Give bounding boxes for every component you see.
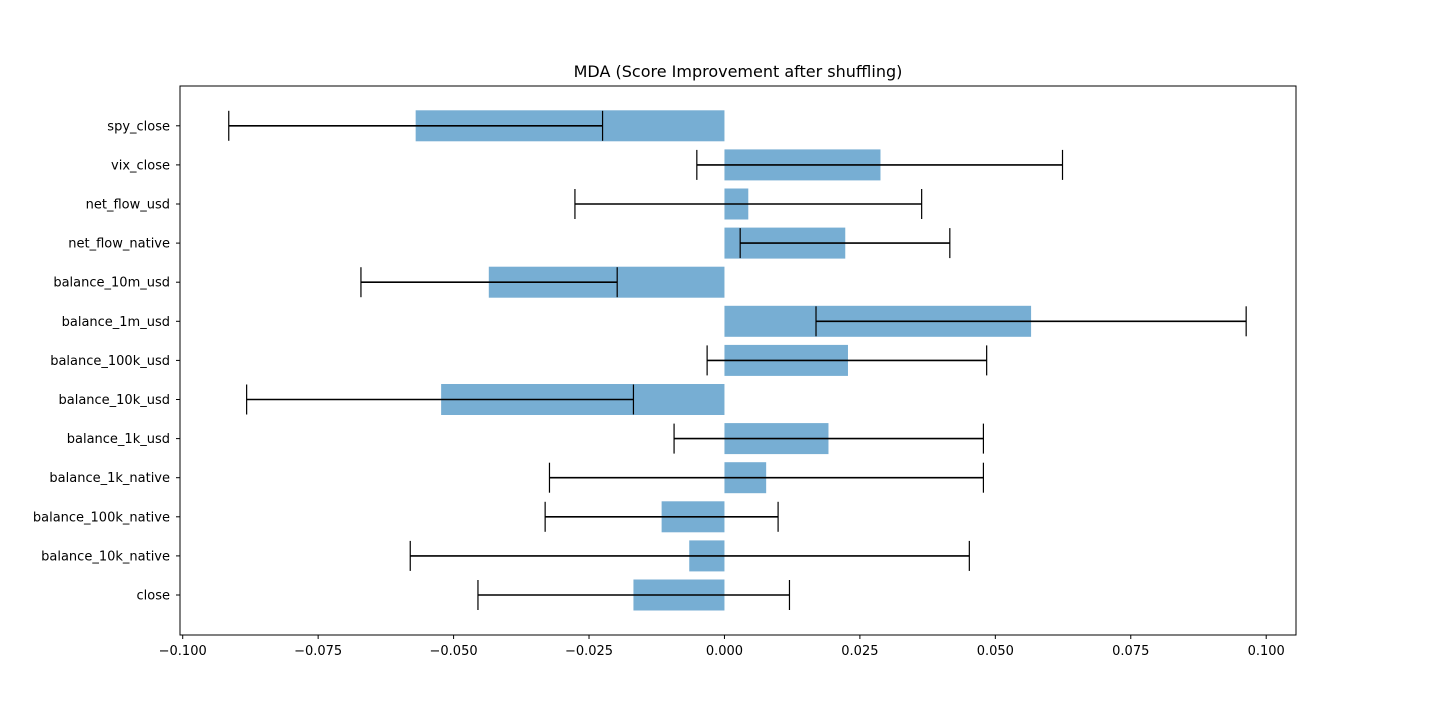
error-bar-balance_100k_native bbox=[544, 501, 779, 532]
x-tick-label: −0.025 bbox=[565, 644, 613, 659]
error-bar-balance_10m_usd bbox=[360, 267, 618, 298]
error-bar-net_flow_usd bbox=[574, 189, 923, 219]
x-tick-label: 0.075 bbox=[1112, 644, 1149, 659]
error-bar-balance_1k_native bbox=[548, 462, 985, 493]
x-axis: −0.100 −0.075 −0.050 −0.025 0.000 0.025 0.050 0… bbox=[159, 635, 1285, 659]
y-tick-label-close: close bbox=[137, 589, 170, 604]
x-tick-label: −0.075 bbox=[294, 644, 342, 659]
x-tick-label: −0.100 bbox=[159, 644, 207, 659]
error-bar-balance_100k_usd bbox=[706, 345, 988, 376]
chart-title: MDA (Score Improvement after shuffling) bbox=[574, 62, 903, 81]
error-bar-close bbox=[477, 580, 791, 610]
x-tick-label: 0.000 bbox=[706, 644, 743, 659]
error-bars-group bbox=[228, 110, 1247, 610]
y-tick-label-balance_1k_usd: balance_1k_usd bbox=[67, 432, 170, 447]
error-bar-balance_10k_usd bbox=[246, 384, 635, 415]
x-tick-label: 0.050 bbox=[977, 644, 1014, 659]
y-tick-label-balance_100k_usd: balance_100k_usd bbox=[50, 354, 170, 369]
x-tick-label: −0.050 bbox=[430, 644, 478, 659]
error-bar-spy_close bbox=[228, 110, 604, 141]
error-bar-net_flow_native bbox=[739, 228, 951, 259]
y-tick-label-balance_10m_usd: balance_10m_usd bbox=[53, 276, 170, 291]
y-tick-label-balance_100k_native: balance_100k_native bbox=[33, 510, 170, 525]
x-tick-label: 0.025 bbox=[841, 644, 878, 659]
y-axis: close balance_10k_native balance_100k_nati… bbox=[33, 119, 180, 604]
y-tick-label-net_flow_usd: net_flow_usd bbox=[86, 198, 170, 213]
error-bar-vix_close bbox=[696, 149, 1064, 180]
error-bar-balance_10k_native bbox=[409, 540, 970, 571]
error-bar-balance_1m_usd bbox=[815, 306, 1247, 337]
x-tick-label: 0.100 bbox=[1248, 644, 1285, 659]
y-tick-label-balance_10k_native: balance_10k_native bbox=[41, 549, 170, 564]
y-tick-label-spy_close: spy_close bbox=[107, 119, 170, 134]
y-tick-label-balance_1k_native: balance_1k_native bbox=[49, 471, 170, 486]
y-tick-label-balance_10k_usd: balance_10k_usd bbox=[58, 393, 170, 408]
y-tick-label-net_flow_native: net_flow_native bbox=[68, 237, 170, 252]
y-tick-label-balance_1m_usd: balance_1m_usd bbox=[62, 315, 170, 330]
y-tick-label-vix_close: vix_close bbox=[111, 158, 170, 173]
error-bar-balance_1k_usd bbox=[673, 423, 985, 454]
